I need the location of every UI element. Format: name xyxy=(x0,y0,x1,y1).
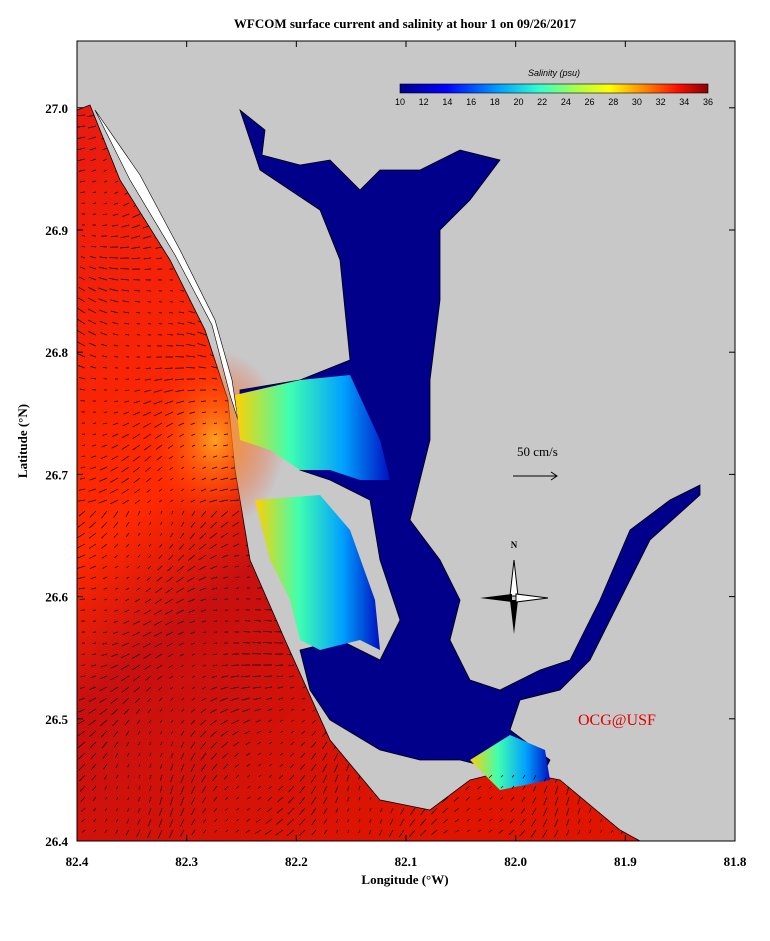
vector xyxy=(169,313,173,314)
vector xyxy=(100,247,107,248)
vector xyxy=(232,665,239,666)
colorbar-tick-label: 34 xyxy=(679,97,689,107)
colorbar-tick-label: 28 xyxy=(608,97,618,107)
vector xyxy=(93,643,96,644)
vector xyxy=(137,324,140,325)
x-tick-label: 82.4 xyxy=(66,854,89,869)
colorbar-tick-label: 16 xyxy=(466,97,476,107)
y-tick-label: 26.5 xyxy=(45,712,68,727)
vector xyxy=(93,610,96,611)
colorbar-tick-label: 30 xyxy=(632,97,642,107)
colorbar-tick-label: 22 xyxy=(537,97,547,107)
vector xyxy=(201,401,206,402)
y-tick-label: 26.8 xyxy=(45,345,68,360)
vector xyxy=(180,291,184,292)
y-tick-label: 27.0 xyxy=(45,101,68,116)
y-axis-label: Latitude (°N) xyxy=(15,404,30,478)
y-tick-label: 26.4 xyxy=(45,834,68,849)
vector xyxy=(244,632,250,633)
colorbar-tick-label: 24 xyxy=(561,97,571,107)
credit: OCG@USF xyxy=(578,712,656,729)
colorbar-tick-label: 14 xyxy=(442,97,452,107)
y-tick-label: 26.9 xyxy=(45,223,68,238)
vector xyxy=(82,236,85,237)
vector xyxy=(109,258,118,259)
x-tick-label: 82.3 xyxy=(175,854,198,869)
x-tick-label: 82.0 xyxy=(504,854,527,869)
y-tick-label: 26.7 xyxy=(45,467,68,482)
colorbar-tick-label: 32 xyxy=(656,97,666,107)
title: WFCOM surface current and salinity at ho… xyxy=(234,16,577,31)
vector xyxy=(80,599,85,600)
vector xyxy=(114,357,118,358)
vector xyxy=(81,665,85,666)
colorbar xyxy=(400,84,708,93)
vector xyxy=(276,665,283,666)
vector xyxy=(223,654,228,655)
vector xyxy=(175,357,184,358)
colorbar-tick-label: 26 xyxy=(585,97,595,107)
colorbar-tick-label: 12 xyxy=(419,97,429,107)
vector xyxy=(214,643,217,644)
colorbar-tick-label: 18 xyxy=(490,97,500,107)
vector xyxy=(224,434,228,435)
colorbar-tick-label: 10 xyxy=(395,97,405,107)
y-tick-label: 26.6 xyxy=(45,590,68,605)
vector xyxy=(199,379,206,380)
x-tick-label: 82.2 xyxy=(285,854,308,869)
x-tick-label: 82.1 xyxy=(395,854,418,869)
vector xyxy=(102,225,107,226)
vector xyxy=(93,203,96,204)
colorbar-title: Salinity (psu) xyxy=(528,68,580,78)
compass-label: N xyxy=(511,540,518,550)
colorbar-tick-label: 36 xyxy=(703,97,713,107)
x-tick-label: 81.9 xyxy=(614,854,637,869)
scale-label: 50 cm/s xyxy=(517,444,558,459)
x-axis-label: Longitude (°W) xyxy=(361,872,448,887)
vector xyxy=(93,423,96,424)
vector xyxy=(243,643,250,644)
vector xyxy=(214,423,217,424)
colorbar-tick-label: 20 xyxy=(513,97,523,107)
x-tick-label: 81.8 xyxy=(724,854,747,869)
